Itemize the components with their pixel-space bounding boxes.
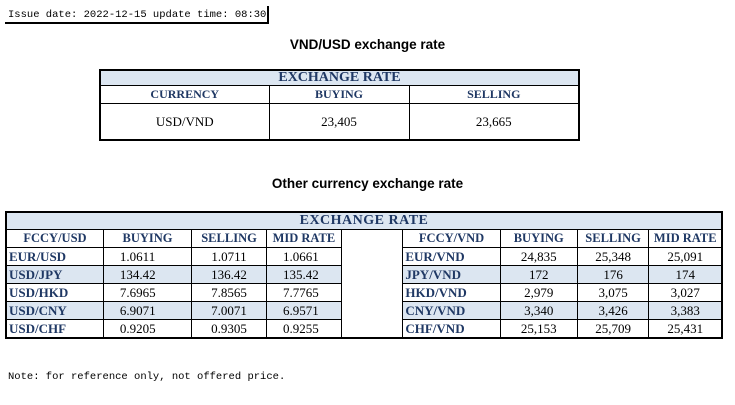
column-header-row: FCCY/USD BUYING SELLING MID RATE FCCY/VN… bbox=[5, 229, 723, 248]
spacer-cell bbox=[340, 247, 404, 266]
buying-cell: 7.6965 bbox=[102, 283, 193, 302]
column-header: BUYING bbox=[268, 85, 409, 104]
mid-rate-cell: 25,091 bbox=[648, 247, 723, 266]
selling-cell: 25,709 bbox=[576, 319, 650, 339]
mid-rate-cell: 25,431 bbox=[648, 319, 723, 339]
buying-cell: 25,153 bbox=[499, 319, 578, 339]
spacer-cell bbox=[340, 283, 404, 302]
mid-rate-cell: 3,383 bbox=[648, 301, 723, 320]
table-row: USD/HKD 7.6965 7.8565 7.7765 HKD/VND 2,9… bbox=[5, 283, 723, 302]
buying-cell: 3,340 bbox=[499, 301, 578, 320]
column-header: SELLING bbox=[408, 85, 579, 104]
table-row: USD/JPY 134.42 136.42 135.42 JPY/VND 172… bbox=[5, 265, 723, 284]
table-row: USD/CHF 0.9205 0.9305 0.9255 CHF/VND 25,… bbox=[5, 319, 723, 339]
pair-cell: HKD/VND bbox=[402, 283, 501, 302]
mid-rate-cell: 1.0661 bbox=[265, 247, 342, 266]
column-header: FCCY/VND bbox=[402, 229, 501, 248]
buying-cell: 1.0611 bbox=[102, 247, 193, 266]
selling-cell: 7.8565 bbox=[191, 283, 267, 302]
mid-rate-cell: 0.9255 bbox=[265, 319, 342, 339]
spacer-cell bbox=[340, 319, 404, 338]
buying-cell: 6.9071 bbox=[102, 301, 193, 320]
buying-cell: 134.42 bbox=[102, 265, 193, 284]
selling-cell: 7.0071 bbox=[191, 301, 267, 320]
spacer-cell bbox=[340, 301, 404, 320]
issue-date-line: Issue date: 2022-12-15 update time: 08:3… bbox=[5, 6, 269, 24]
disclaimer-note: Note: for reference only, not offered pr… bbox=[8, 371, 286, 383]
column-header: MID RATE bbox=[648, 229, 723, 248]
pair-cell: CHF/VND bbox=[402, 319, 501, 339]
buying-cell: 24,835 bbox=[499, 247, 578, 266]
pair-cell: JPY/VND bbox=[402, 265, 501, 284]
column-header: BUYING bbox=[102, 229, 193, 248]
mid-rate-cell: 174 bbox=[648, 265, 723, 284]
selling-cell: 136.42 bbox=[191, 265, 267, 284]
column-header: SELLING bbox=[576, 229, 650, 248]
vnd-usd-heading: VND/USD exchange rate bbox=[289, 37, 446, 52]
selling-cell: 176 bbox=[576, 265, 650, 284]
selling-cell: 23,665 bbox=[408, 103, 579, 140]
pair-cell: EUR/VND bbox=[402, 247, 501, 266]
pair-cell: USD/JPY bbox=[5, 265, 104, 284]
mid-rate-cell: 6.9571 bbox=[265, 301, 342, 320]
selling-cell: 25,348 bbox=[576, 247, 650, 266]
vnd-usd-table: EXCHANGE RATE CURRENCY BUYING SELLING US… bbox=[99, 69, 580, 141]
currency-cell: USD/VND bbox=[155, 113, 214, 129]
buying-cell: 172 bbox=[499, 265, 578, 284]
pair-cell: USD/CNY bbox=[5, 301, 104, 320]
column-header: CURRENCY bbox=[100, 85, 269, 104]
column-header: MID RATE bbox=[265, 229, 342, 248]
spacer-cell bbox=[340, 265, 404, 284]
table-row: USD/CNY 6.9071 7.0071 6.9571 CNY/VND 3,3… bbox=[5, 301, 723, 320]
column-header: SELLING bbox=[191, 229, 267, 248]
pair-cell: USD/CHF bbox=[5, 319, 104, 339]
pair-cell: USD/HKD bbox=[5, 283, 104, 302]
mid-rate-cell: 3,027 bbox=[648, 283, 723, 302]
table-row: EUR/USD 1.0611 1.0711 1.0661 EUR/VND 24,… bbox=[5, 247, 723, 266]
other-rates-table: EXCHANGE RATE FCCY/USD BUYING SELLING MI… bbox=[5, 211, 723, 339]
pair-cell: EUR/USD bbox=[5, 247, 104, 266]
exchange-rate-banner: EXCHANGE RATE bbox=[6, 212, 722, 230]
selling-cell: 3,426 bbox=[576, 301, 650, 320]
spacer-cell bbox=[340, 229, 404, 248]
banner-label: EXCHANGE RATE bbox=[6, 212, 722, 230]
buying-cell: 2,979 bbox=[499, 283, 578, 302]
mid-rate-cell: 135.42 bbox=[265, 265, 342, 284]
exchange-rate-banner: EXCHANGE RATE bbox=[100, 70, 579, 86]
banner-label: EXCHANGE RATE bbox=[100, 70, 579, 86]
column-header: FCCY/USD bbox=[5, 229, 104, 248]
buying-cell: 23,405 bbox=[268, 103, 409, 140]
selling-cell: 3,075 bbox=[576, 283, 650, 302]
selling-cell: 0.9305 bbox=[191, 319, 267, 339]
mid-rate-cell: 7.7765 bbox=[265, 283, 342, 302]
column-header: BUYING bbox=[499, 229, 578, 248]
other-rates-heading: Other currency exchange rate bbox=[271, 176, 464, 191]
column-header-row: CURRENCY BUYING SELLING bbox=[100, 85, 579, 104]
buying-cell: 0.9205 bbox=[102, 319, 193, 339]
table-row: USD/VND 23,405 23,665 bbox=[100, 103, 579, 140]
pair-cell: CNY/VND bbox=[402, 301, 501, 320]
selling-cell: 1.0711 bbox=[191, 247, 267, 266]
